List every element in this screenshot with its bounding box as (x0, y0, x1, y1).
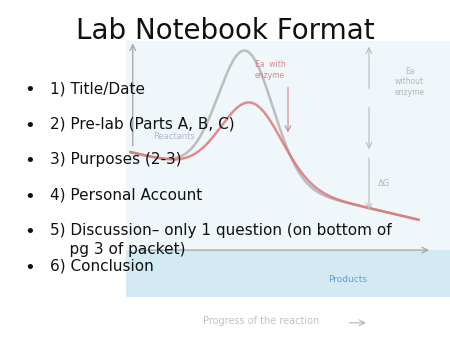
Text: •: • (24, 188, 35, 206)
Text: Lab Notebook Format: Lab Notebook Format (76, 17, 374, 45)
Text: 1) Title/Date: 1) Title/Date (50, 81, 144, 96)
Text: 5) Discussion– only 1 question (on bottom of
    pg 3 of packet): 5) Discussion– only 1 question (on botto… (50, 223, 391, 257)
Text: 6) Conclusion: 6) Conclusion (50, 259, 153, 273)
Text: Products: Products (328, 275, 368, 284)
Bar (126, 250, 450, 297)
Bar (126, 41, 450, 297)
Text: 2) Pre-lab (Parts A, B, C): 2) Pre-lab (Parts A, B, C) (50, 117, 234, 131)
Text: •: • (24, 117, 35, 135)
Text: Ea
without
enzyme: Ea without enzyme (395, 67, 424, 97)
Text: Progress of the reaction: Progress of the reaction (203, 316, 319, 327)
Text: •: • (24, 223, 35, 241)
Text: Ea  with
enzyme: Ea with enzyme (255, 61, 285, 80)
Text: •: • (24, 259, 35, 276)
Text: •: • (24, 81, 35, 99)
Text: Reactants: Reactants (153, 131, 195, 141)
Text: •: • (24, 152, 35, 170)
Text: ΔG: ΔG (378, 179, 390, 188)
Text: 4) Personal Account: 4) Personal Account (50, 188, 202, 202)
Text: 3) Purposes (2-3): 3) Purposes (2-3) (50, 152, 181, 167)
